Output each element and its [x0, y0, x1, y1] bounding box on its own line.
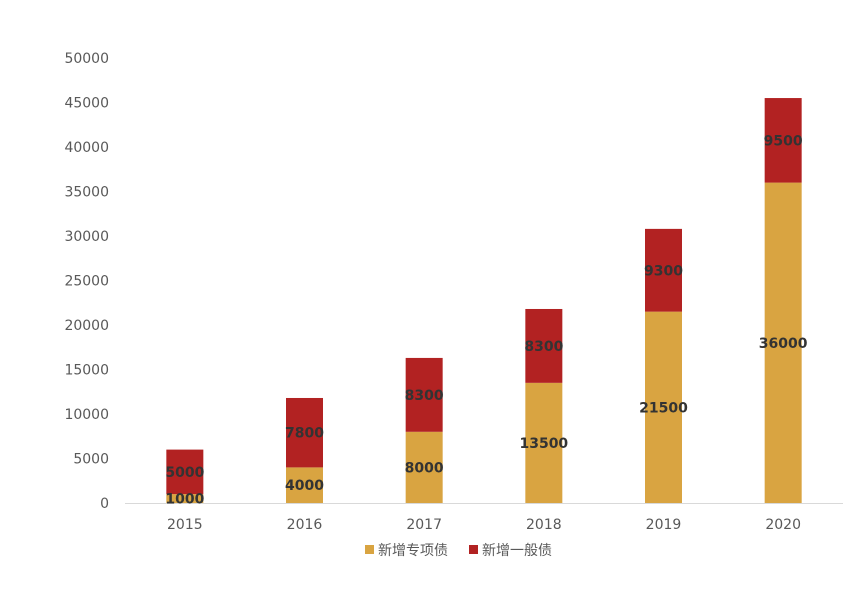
data-label: 4000: [285, 478, 324, 494]
legend-item: 新增专项债: [365, 543, 448, 559]
x-tick-label: 2020: [765, 517, 801, 533]
data-label: 8300: [405, 388, 444, 404]
legend-label: 新增专项债: [378, 543, 448, 559]
bars-group: 1000 5000 4000 7800 8000 8300 13500 8300 21500 93…: [165, 98, 808, 508]
y-axis: 0 5000 10000 15000 20000 25000 30000 35000 40000…: [64, 51, 109, 512]
bar-segment: [405, 431, 443, 503]
bar-segment: [405, 357, 443, 432]
y-tick-label: 30000: [64, 229, 109, 245]
y-tick-label: 0: [100, 496, 109, 512]
bar-segment: [286, 397, 323, 468]
legend-label: 新增一般债: [482, 543, 552, 559]
data-label: 8000: [405, 460, 444, 476]
bar-segment: [764, 98, 802, 183]
y-tick-label: 25000: [64, 274, 109, 290]
y-tick-label: 45000: [64, 96, 109, 112]
data-label: 1000: [165, 492, 204, 508]
legend-item: 新增一般债: [469, 543, 552, 559]
data-label: 9500: [764, 133, 803, 149]
bar-segment: [166, 449, 204, 495]
data-label: 5000: [165, 465, 204, 481]
bar-segment: [286, 467, 323, 503]
bar-segment: [525, 308, 563, 383]
data-label: 7800: [285, 426, 324, 442]
bar-segment: [525, 382, 563, 503]
x-axis: 2015 2016 2017 2018 2019 2020: [167, 517, 801, 533]
data-label: 21500: [639, 400, 688, 416]
y-tick-label: 40000: [64, 140, 109, 156]
data-label: 13500: [519, 436, 568, 452]
bar-segment: [645, 311, 682, 503]
data-label: 36000: [759, 336, 808, 352]
y-tick-label: 10000: [64, 407, 109, 423]
data-label: 9300: [644, 263, 683, 279]
x-tick-label: 2018: [526, 517, 562, 533]
x-tick-label: 2016: [287, 517, 323, 533]
y-tick-label: 15000: [64, 363, 109, 379]
legend-swatch: [469, 545, 478, 554]
bar-segment: [645, 228, 682, 312]
legend: 新增专项债 新增一般债: [365, 543, 552, 559]
bar-segment: [166, 494, 204, 503]
x-tick-label: 2015: [167, 517, 203, 533]
legend-swatch: [365, 545, 374, 554]
y-tick-label: 20000: [64, 318, 109, 334]
data-label: 8300: [524, 339, 563, 355]
bar-segment: [764, 182, 802, 503]
x-tick-label: 2017: [406, 517, 442, 533]
y-tick-label: 35000: [64, 185, 109, 201]
x-tick-label: 2019: [646, 517, 682, 533]
y-tick-label: 50000: [64, 51, 109, 67]
y-tick-label: 5000: [73, 452, 109, 468]
